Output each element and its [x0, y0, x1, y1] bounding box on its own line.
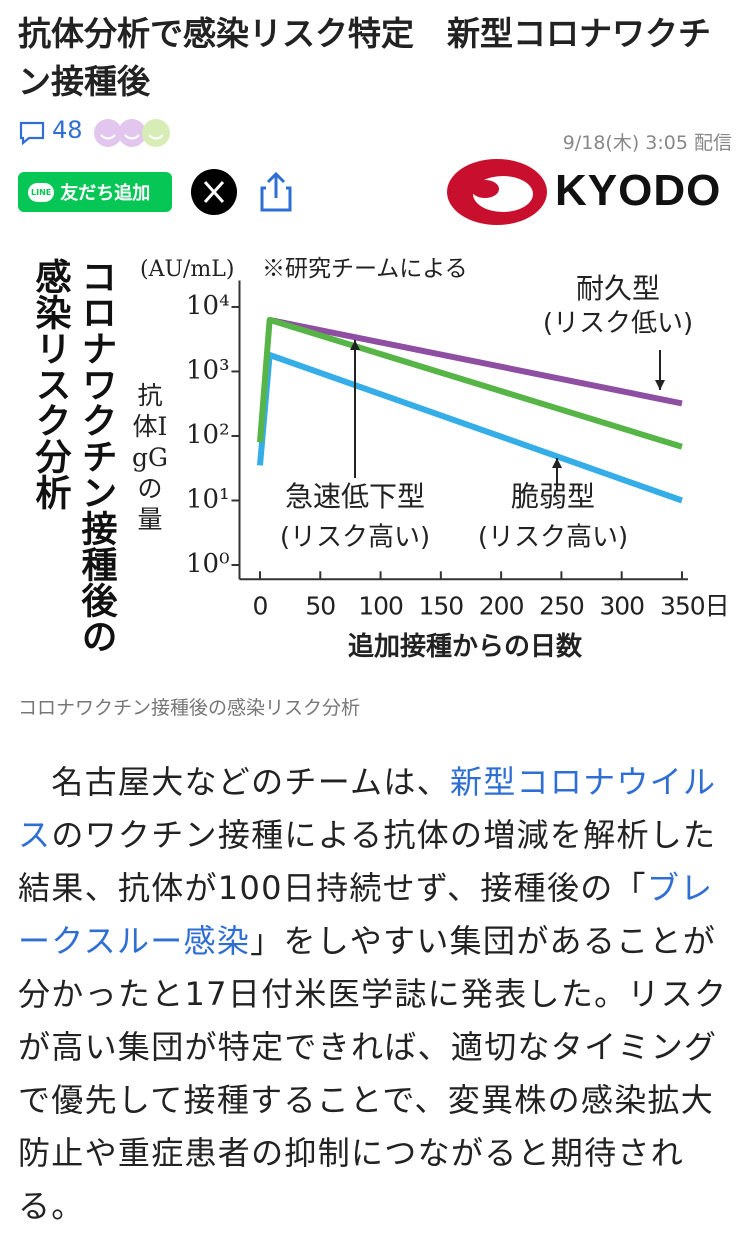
arrow-head [655, 380, 665, 390]
chart-title: コロナワクチン接種後の [76, 258, 119, 654]
chart-title: 感染リスク分析 [30, 258, 73, 510]
y-axis-label: 抗体IgGの量 [132, 381, 168, 534]
figure-caption: コロナワクチン接種後の感染リスク分析 [18, 697, 361, 719]
x-tick-label: 0 [253, 591, 268, 620]
article-body: 名古屋大などのチームは、新型コロナウイルスのワクチン接種による抗体の増減を解析し… [18, 756, 730, 1233]
line-button-label: 友だち追加 [60, 183, 151, 204]
y-tick-label: 10² [186, 420, 230, 450]
publisher-logo: KYODO [555, 166, 722, 215]
series-line [269, 316, 683, 407]
article-title: 抗体分析で感染リスク特定 新型コロナワクチン接種後 [18, 14, 711, 101]
source-note: ※研究チームによる [262, 256, 468, 282]
body-text: のワクチン接種による抗体の増減を解析した結果、抗体が100日持続せず、接種後の「 [18, 816, 717, 907]
y-tick-label: 10¹ [186, 484, 230, 514]
y-tick-label: 10⁰ [186, 549, 230, 579]
series-name: 耐久型 [576, 272, 660, 305]
line-add-button[interactable]: LINE 友だち追加 [18, 172, 172, 212]
y-tick-label: 10³ [186, 355, 230, 385]
share-button[interactable] [258, 170, 294, 214]
series-risk: (リスク高い) [280, 523, 430, 553]
y-tick-label: 10⁴ [186, 291, 230, 321]
series-line [257, 316, 683, 450]
publish-date: 9/18(木) 3:05 配信 [562, 132, 732, 154]
x-axis-label: 追加接種からの日数 [348, 631, 583, 662]
series-name: 急速低下型 [285, 480, 425, 513]
x-tick-label: 250 [539, 591, 584, 620]
comment-count[interactable]: 48 [52, 116, 83, 144]
comment-icon[interactable] [18, 120, 46, 146]
body-link[interactable]: 新型コロナウイルス [18, 763, 717, 854]
line-badge: LINE [28, 182, 55, 202]
chart: コロナワクチン接種後の感染リスク分析 10⁰ 10¹ 10² 10³ 10⁴ 0 50 100 1… [30, 256, 730, 662]
body-text: 名古屋大などのチームは、 [18, 763, 450, 801]
x-tick-label: 100 [358, 591, 403, 620]
x-tick-label: 300 [599, 591, 644, 620]
body-text: 」をしやすい集団があることが分かったと17日付米医学誌に発表した。リスクが高い集… [18, 922, 728, 1225]
arrow-head [552, 458, 562, 468]
series-risk: (リスク高い) [478, 523, 628, 553]
reaction-icons[interactable] [92, 116, 184, 150]
kyodo-logo-mark [447, 159, 547, 225]
unit-label: (AU/mL) [140, 257, 234, 282]
series-name: 脆弱型 [511, 480, 595, 513]
body-link[interactable]: ブレークスルー感染 [18, 869, 714, 960]
x-share-button[interactable] [190, 168, 238, 216]
x-tick-label: 50 [305, 591, 335, 620]
x-tick-label: 200 [479, 591, 524, 620]
x-tick-label: 350日 [660, 591, 729, 620]
arrow-head [350, 340, 360, 350]
series-risk: (リスク低い) [543, 309, 693, 339]
x-tick-label: 150 [418, 591, 463, 620]
